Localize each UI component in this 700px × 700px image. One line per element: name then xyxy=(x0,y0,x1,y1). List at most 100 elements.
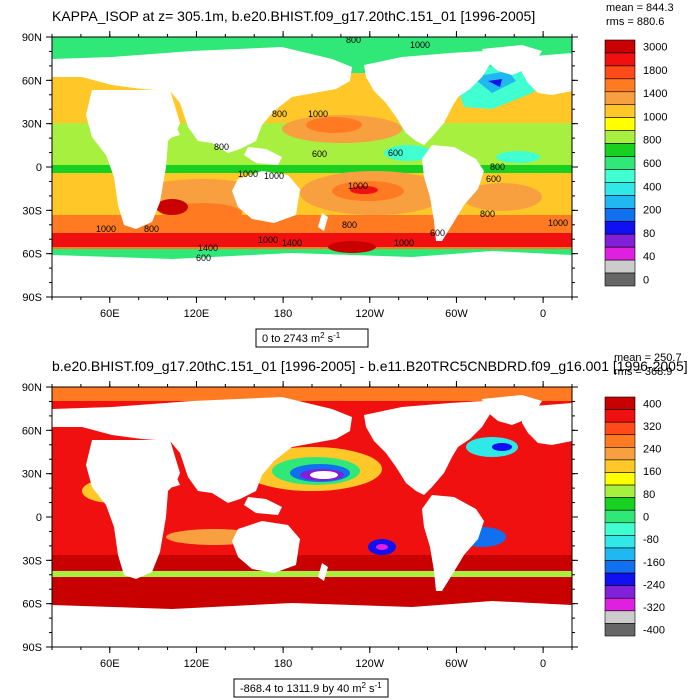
colorbar-swatch xyxy=(604,623,636,637)
contour-label: 1400 xyxy=(198,243,218,253)
panel-top-axes: 60E 120E 180 120W 60W 0 90N 60N 30N 0 30S 60S 90S xyxy=(22,31,578,320)
y-tick-label: 90N xyxy=(22,32,42,44)
colorbar-swatch xyxy=(604,65,636,80)
contour-label: 600 xyxy=(430,228,445,238)
colorbar-swatch xyxy=(604,484,636,498)
colorbar-label: 1000 xyxy=(643,111,667,123)
contour-label: 1000 xyxy=(394,238,414,248)
panel-bottom-range-label: -868.4 to 1311.9 by 40 m2 s-1 xyxy=(240,681,382,695)
colorbar-swatch xyxy=(604,459,636,473)
colorbar-swatch xyxy=(604,396,636,410)
colorbar-label: 240 xyxy=(643,444,661,456)
colorbar-swatch xyxy=(604,52,636,67)
y-tick-label: 0 xyxy=(36,162,42,174)
colorbar-swatch xyxy=(604,208,636,222)
colorbar-swatch xyxy=(604,78,636,93)
colorbar-swatch xyxy=(604,220,636,235)
colorbar-label: -160 xyxy=(643,557,665,569)
panel-top-range-box xyxy=(255,328,369,348)
contour-label: 1000 xyxy=(238,169,258,179)
colorbar-swatch xyxy=(604,156,636,170)
colorbar-label: 320 xyxy=(643,421,661,433)
colorbar-swatch xyxy=(604,560,636,574)
colorbar-label: -400 xyxy=(643,625,665,637)
colorbar-label: 3000 xyxy=(643,41,667,53)
colorbar-label: 80 xyxy=(643,489,655,501)
x-tick-label: 60W xyxy=(445,308,468,320)
contour-label: 600 xyxy=(196,253,211,263)
contour-label: 800 xyxy=(490,162,505,172)
y-tick-label: 30N xyxy=(22,119,42,131)
colorbar-swatch xyxy=(604,130,636,144)
panel-bottom: b.e20.BHIST.f09_g17.20thC.151_01 [1996-2… xyxy=(22,352,688,698)
contour-label: 800 xyxy=(346,35,361,45)
panel-top-field xyxy=(52,37,572,297)
y-tick-label: 60S xyxy=(22,249,42,261)
contour-label: 1400 xyxy=(282,238,302,248)
colorbar-label: -80 xyxy=(643,534,659,546)
panel-top-range-label: 0 to 2743 m2 s-1 xyxy=(262,331,341,345)
contour-label: 600 xyxy=(388,148,403,158)
contour-label: 1000 xyxy=(258,235,278,245)
panel-top-rms: rms = 880.6 xyxy=(606,16,664,28)
contour-label: 800 xyxy=(214,142,229,152)
y-tick-label: 90S xyxy=(22,642,42,654)
colorbar-swatch xyxy=(604,143,636,157)
colorbar-label: -240 xyxy=(643,579,665,591)
colorbar-label: 0 xyxy=(643,512,649,524)
colorbar-swatch xyxy=(604,421,636,436)
colorbar-label: 80 xyxy=(643,228,655,240)
colorbar-swatch xyxy=(604,233,636,248)
colorbar-swatch xyxy=(604,259,636,274)
y-tick-label: 60N xyxy=(22,75,42,87)
colorbar-swatch xyxy=(604,597,636,612)
colorbar-swatch xyxy=(604,91,636,106)
panel-top-title: KAPPA_ISOP at z= 305.1m, b.e20.BHIST.f09… xyxy=(52,8,535,24)
colorbar-label: 0 xyxy=(643,275,649,287)
colorbar-swatch xyxy=(604,535,636,549)
contour-label: 600 xyxy=(312,149,327,159)
colorbar-swatch xyxy=(604,169,636,183)
colorbar-label: 200 xyxy=(643,205,661,217)
y-tick-label: 0 xyxy=(36,512,42,524)
contour-label: 1000 xyxy=(348,181,368,191)
panel-bottom-axes: 60E 120E 180 120W 60W 0 90N 60N 30N 0 30S 60S 90S xyxy=(22,381,578,670)
contour-label: 1000 xyxy=(264,171,284,181)
colorbar-swatch xyxy=(604,409,636,423)
colorbar-swatch xyxy=(604,509,636,524)
panel-top: KAPPA_ISOP at z= 305.1m, b.e20.BHIST.f09… xyxy=(22,2,674,348)
x-tick-label: 60W xyxy=(445,658,468,670)
colorbar-label: 400 xyxy=(643,181,661,193)
colorbar-swatch xyxy=(604,497,636,511)
panel-bottom-field xyxy=(52,387,572,647)
y-tick-label: 60S xyxy=(22,599,42,611)
colorbar-label: 600 xyxy=(643,158,661,170)
colorbar-swatch xyxy=(604,39,636,54)
colorbar-label: -320 xyxy=(643,602,665,614)
contour-label: 1000 xyxy=(548,218,568,228)
colorbar-swatch xyxy=(604,522,636,536)
y-tick-label: 30N xyxy=(22,469,42,481)
x-tick-label: 180 xyxy=(274,308,292,320)
contour-label: 800 xyxy=(342,220,357,230)
contour-label: 600 xyxy=(486,174,501,184)
panel-top-mean: mean = 844.3 xyxy=(606,2,674,14)
colorbar-swatch xyxy=(604,195,636,209)
colorbar-swatch xyxy=(604,434,636,448)
y-tick-label: 30S xyxy=(22,555,42,567)
colorbar-swatch xyxy=(604,472,636,486)
contour-label: 800 xyxy=(480,209,495,219)
colorbar-swatch xyxy=(604,610,636,624)
panel-bottom-title: b.e20.BHIST.f09_g17.20thC.151_01 [1996-2… xyxy=(52,358,688,374)
x-tick-label: 60E xyxy=(100,658,120,670)
colorbar-label: 1800 xyxy=(643,65,667,77)
y-tick-label: 30S xyxy=(22,205,42,217)
colorbar-label: 160 xyxy=(643,466,661,478)
panel-bottom-rms: rms = 368.9 xyxy=(614,366,672,378)
y-tick-label: 90N xyxy=(22,382,42,394)
colorbar-label: 40 xyxy=(643,251,655,263)
panel-top-contour-labels: 800 1000 800 1000 800 600 600 800 600 10… xyxy=(96,35,568,263)
contour-label: 1000 xyxy=(410,40,430,50)
